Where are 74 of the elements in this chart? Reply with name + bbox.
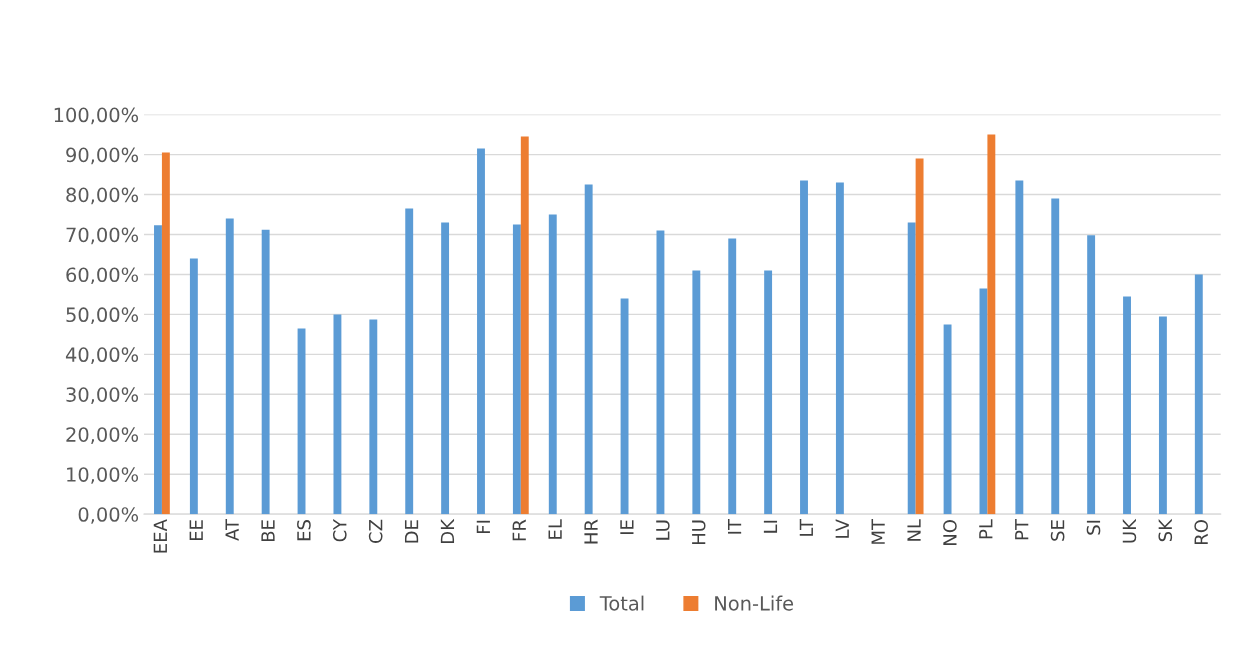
x-tick-label: LV — [835, 519, 849, 538]
bar — [441, 222, 450, 515]
y-tick-label: 60,00% — [66, 267, 139, 285]
x-tick-label: NL — [907, 519, 921, 541]
bar — [161, 152, 170, 515]
y-tick-label: 40,00% — [65, 347, 139, 364]
x-tick-label: EL — [548, 519, 562, 539]
bar — [943, 324, 952, 515]
x-tick-label: HR — [584, 519, 598, 544]
bar — [1051, 198, 1060, 515]
bar — [520, 136, 529, 515]
x-tick-label: BE — [261, 520, 275, 542]
bar — [333, 314, 342, 515]
y-tick-label: 70,00% — [66, 227, 139, 245]
bar — [261, 229, 270, 515]
x-tick-label: DK — [440, 518, 455, 544]
x-tick-label: LU — [656, 520, 670, 540]
bar — [154, 225, 162, 515]
x-tick-label: FI — [476, 520, 490, 533]
bar — [1123, 296, 1131, 515]
bar — [584, 184, 593, 515]
x-tick-label: HU — [692, 520, 706, 545]
x-tick-label: EEA — [153, 519, 167, 553]
bar — [800, 180, 808, 515]
x-tick-label: SI — [1086, 520, 1101, 535]
bar — [548, 214, 557, 515]
bar — [728, 238, 737, 515]
bar — [1158, 316, 1167, 515]
legend-label: Total — [599, 595, 644, 611]
bar — [369, 319, 378, 515]
x-tick-label: ES — [297, 520, 311, 541]
bar — [1015, 180, 1024, 515]
bar — [1194, 274, 1203, 515]
x-tick-label: SE — [1050, 520, 1065, 541]
bar — [620, 298, 629, 515]
x-tick-label: SK — [1158, 518, 1173, 542]
x-tick-label: DE — [404, 520, 419, 543]
x-tick-label: AT — [225, 518, 239, 541]
x-tick-label: LT — [799, 518, 813, 536]
bar — [656, 230, 665, 515]
x-tick-label: LI — [763, 520, 778, 533]
y-tick-label: 10,00% — [67, 467, 139, 484]
x-tick-label: FR — [512, 519, 526, 541]
x-tick-label: IT — [727, 518, 742, 534]
x-tick-label: IE — [620, 520, 634, 534]
bar — [692, 270, 701, 515]
x-tick-label: CZ — [368, 519, 383, 543]
legend-label: Non-Life — [715, 595, 794, 611]
x-tick-label: UK — [1122, 518, 1137, 543]
bar — [189, 258, 198, 515]
bar — [405, 208, 414, 515]
bar — [835, 182, 844, 515]
x-tick-label: CY — [332, 519, 347, 542]
y-tick-label: 100,00% — [54, 107, 139, 125]
x-tick-label: EE — [189, 520, 203, 541]
bar — [1087, 235, 1096, 515]
bar — [477, 148, 485, 515]
x-tick-label: NO — [943, 520, 957, 545]
y-tick-label: 20,00% — [66, 427, 139, 444]
bar — [915, 158, 924, 515]
bar — [907, 222, 916, 515]
bar — [764, 270, 773, 515]
x-tick-label: MT — [871, 518, 885, 544]
y-tick-label: 90,00% — [66, 147, 139, 165]
bar — [512, 224, 521, 515]
x-tick-label: PL — [979, 519, 993, 539]
y-tick-label: 50,00% — [66, 307, 139, 325]
bar — [225, 218, 234, 515]
y-tick-label: 80,00% — [66, 187, 139, 205]
x-tick-label: PT — [1015, 518, 1029, 540]
y-tick-label: 0,00% — [78, 507, 139, 524]
bar — [987, 134, 996, 515]
x-tick-label: RO — [1194, 520, 1208, 545]
y-tick-label: 30,00% — [66, 387, 139, 404]
